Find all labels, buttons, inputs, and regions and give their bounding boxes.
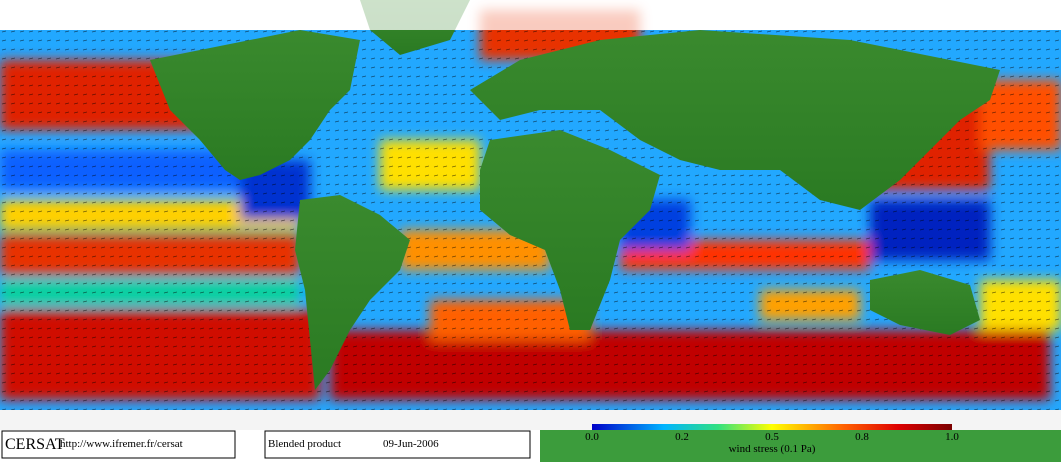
product-box <box>264 430 531 459</box>
colorbar-ticks: 0.0 0.2 0.5 0.8 1.0 <box>585 431 959 443</box>
brand-box <box>1 430 236 459</box>
colorbar-tick-label: 0.2 <box>675 431 689 443</box>
colorbar-tick-label: 0.8 <box>855 431 869 443</box>
arctic <box>0 0 1061 30</box>
colorbar-tick-label: 0.5 <box>765 431 779 443</box>
date: 09-Jun-2006 <box>383 438 439 450</box>
colorbar <box>592 424 952 430</box>
url: http://www.ifremer.fr/cersat <box>60 438 183 450</box>
product: Blended product <box>268 438 341 450</box>
colorbar-label: wind stress (0.1 Pa) <box>729 443 816 455</box>
colorbar-tick-label: 0.0 <box>585 431 599 443</box>
colorbar-tick-label: 1.0 <box>945 431 959 443</box>
brand: CERSAT <box>5 436 65 453</box>
